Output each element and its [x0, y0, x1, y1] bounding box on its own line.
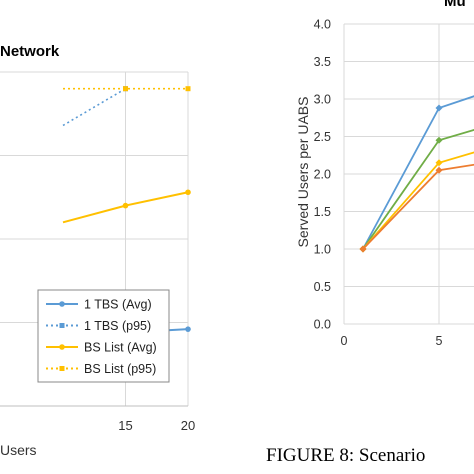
right-series-point — [435, 104, 443, 112]
right-series-point — [435, 136, 443, 144]
right-y-axis-label: Served Users per UABS — [295, 97, 311, 248]
right-y-tick-label: 1.0 — [314, 243, 331, 257]
left-series-point — [185, 326, 191, 332]
right-y-tick-label: 3.0 — [314, 93, 331, 107]
right-y-tick-label: 1.5 — [314, 205, 331, 219]
right-x-tick-label: 5 — [436, 334, 443, 348]
legend-label: BS List (Avg) — [84, 341, 157, 355]
left-series-point — [185, 86, 191, 92]
left-x-ticks: 15 20 — [118, 418, 195, 433]
right-y-ticks: 0.0 0.5 1.0 1.5 2.0 2.5 3.0 3.5 4.0 — [314, 18, 331, 332]
legend-marker — [59, 344, 65, 350]
figure-caption: FIGURE 8: Scenario — [266, 445, 425, 466]
right-chart-title: Mu — [444, 0, 466, 10]
left-legend: 1 TBS (Avg) 1 TBS (p95) BS List (Avg) BS Li… — [37, 289, 170, 383]
legend-marker — [59, 301, 65, 307]
legend-marker — [59, 366, 65, 371]
legend-items: 1 TBS (Avg) 1 TBS (p95) BS List (Avg) BS Li… — [46, 298, 157, 376]
right-y-tick-label: 2.5 — [314, 130, 331, 144]
right-series-point — [435, 159, 443, 167]
left-series-point — [122, 202, 129, 209]
right-y-tick-label: 4.0 — [314, 18, 331, 32]
left-grid — [0, 71, 189, 407]
left-x-tick-label: 20 — [181, 418, 195, 433]
left-x-tick-label: 15 — [118, 418, 132, 433]
legend-label: BS List (p95) — [84, 362, 156, 376]
left-series-line — [62, 88, 126, 127]
legend-marker — [59, 323, 65, 328]
right-series-line — [362, 163, 474, 250]
right-series — [359, 95, 474, 253]
right-y-tick-label: 3.5 — [314, 55, 331, 69]
right-series-point — [359, 245, 367, 253]
right-x-tick-label: 0 — [341, 334, 348, 348]
right-series-line — [362, 151, 474, 250]
legend-label: 1 TBS (p95) — [84, 319, 151, 333]
left-chart: Network 15 20 Users 1 TBS (Avg)1 TBS (p95… — [0, 43, 195, 458]
left-series-point — [185, 189, 191, 196]
left-series-point — [123, 86, 128, 92]
left-x-axis-label: Users — [0, 442, 37, 458]
right-y-tick-label: 0.5 — [314, 280, 331, 294]
right-series-point — [435, 166, 443, 174]
right-grid — [343, 23, 474, 325]
right-y-tick-label: 2.0 — [314, 168, 331, 182]
legend-label: 1 TBS (Avg) — [84, 298, 152, 312]
right-y-tick-label: 0.0 — [314, 318, 331, 332]
left-chart-title: Network — [0, 43, 60, 60]
